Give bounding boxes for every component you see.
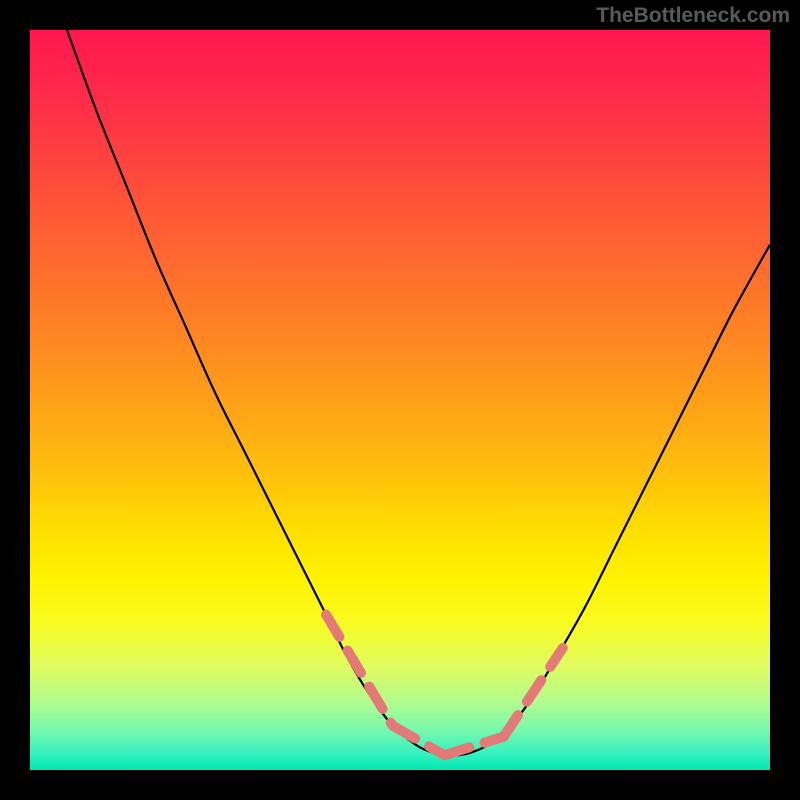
- watermark-text: TheBottleneck.com: [596, 4, 790, 28]
- curve-layer: [30, 30, 770, 770]
- highlight-dashes: [326, 615, 563, 756]
- plot-area: [30, 30, 770, 770]
- bottleneck-curve: [67, 30, 770, 756]
- chart-container: TheBottleneck.com: [0, 0, 800, 800]
